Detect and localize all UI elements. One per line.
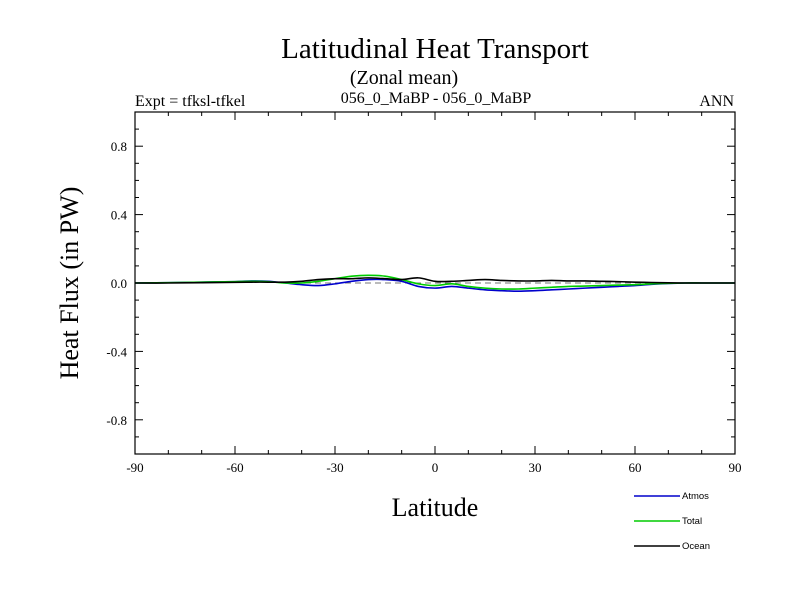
y-tick-label: 0.8: [111, 139, 127, 154]
x-tick-label: 0: [432, 460, 439, 475]
season-label: ANN: [699, 93, 734, 110]
y-tick-label: -0.4: [106, 344, 127, 359]
series-line-ocean: [134, 277, 735, 284]
legend-label-atmos: Atmos: [682, 491, 709, 502]
plot-frame: [134, 111, 736, 455]
x-tick-label: -30: [326, 460, 343, 475]
y-tick-label: 0.0: [111, 276, 127, 291]
chart-subtitle: (Zonal mean): [350, 67, 458, 89]
legend-label-total: Total: [682, 516, 702, 527]
y-tick-label: 0.4: [111, 208, 128, 223]
y-axis-label: Heat Flux (in PW): [55, 187, 84, 380]
legend: Atmos Total Ocean: [634, 491, 710, 552]
y-tick-label: -0.8: [106, 413, 127, 428]
legend-label-ocean: Ocean: [682, 541, 710, 552]
x-tick-label: 60: [629, 460, 642, 475]
chart-title: Latitudinal Heat Transport: [281, 33, 589, 65]
period-label: 056_0_MaBP - 056_0_MaBP: [341, 90, 532, 107]
x-tick-label: -60: [226, 460, 243, 475]
x-tick-label: -90: [126, 460, 143, 475]
x-tick-label: 30: [529, 460, 542, 475]
experiment-label: Expt = tfksl-tfkel: [135, 93, 246, 110]
x-tick-label: 90: [729, 460, 742, 475]
x-axis-label: Latitude: [392, 493, 479, 522]
